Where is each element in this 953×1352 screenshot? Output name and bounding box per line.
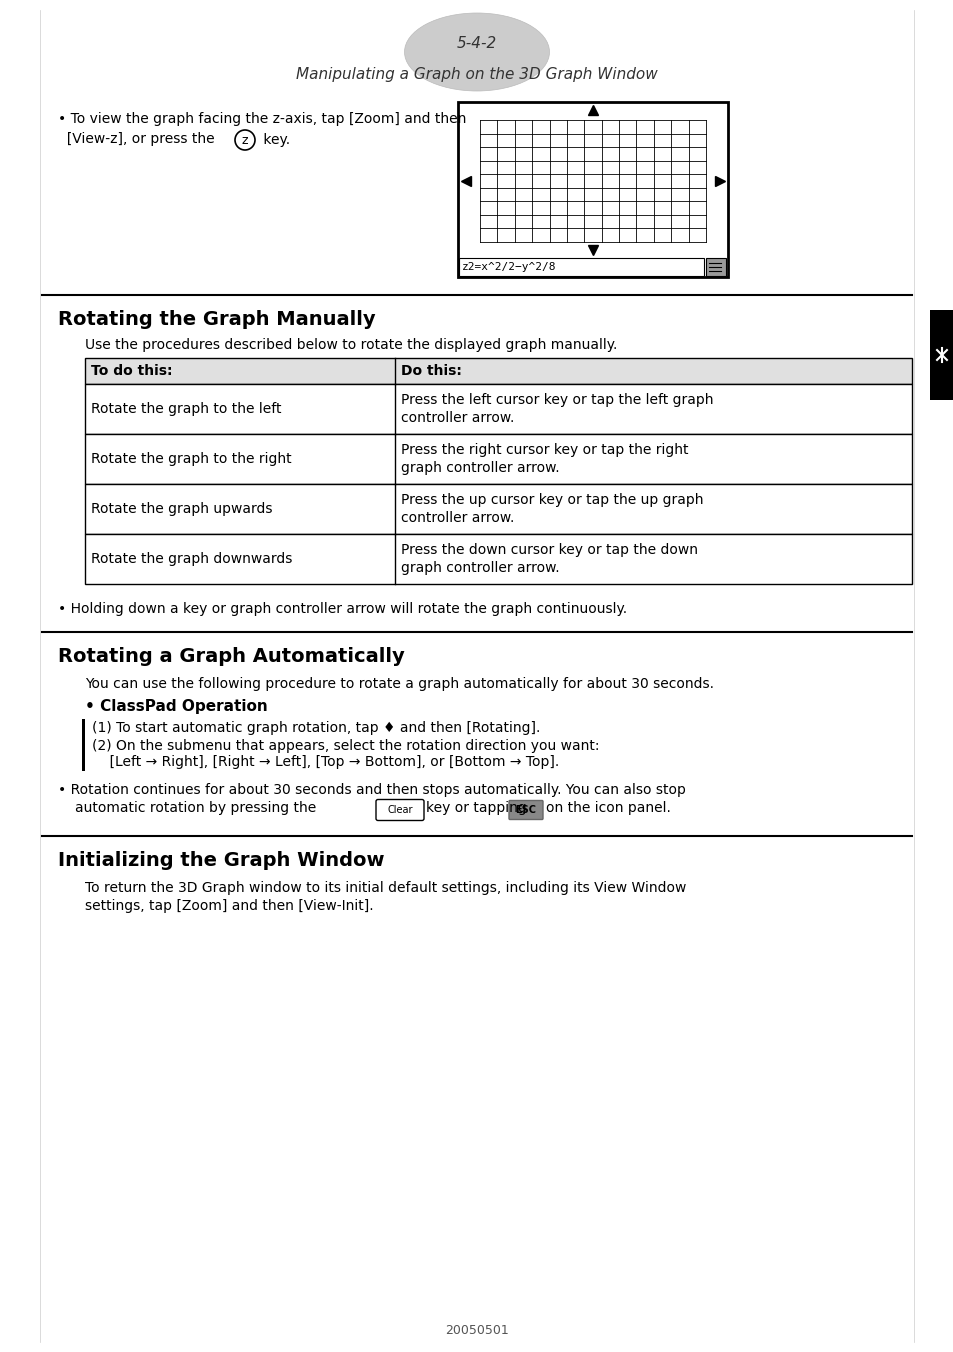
Text: Rotate the graph to the left: Rotate the graph to the left — [91, 402, 281, 416]
Text: 20050501: 20050501 — [445, 1324, 508, 1337]
Bar — [85, 484, 911, 534]
Text: Do this:: Do this: — [400, 364, 461, 379]
Text: [View-z], or press the: [View-z], or press the — [58, 132, 214, 146]
Text: [Left → Right], [Right → Left], [Top → Bottom], or [Bottom → Top].: [Left → Right], [Right → Left], [Top → B… — [91, 754, 558, 769]
Text: Rotate the graph to the right: Rotate the graph to the right — [91, 452, 292, 466]
Text: To return the 3D Graph window to its initial default settings, including its Vie: To return the 3D Graph window to its ini… — [85, 882, 685, 895]
Text: Press the right cursor key or tap the right
graph controller arrow.: Press the right cursor key or tap the ri… — [400, 443, 688, 475]
Text: • Holding down a key or graph controller arrow will rotate the graph continuousl: • Holding down a key or graph controller… — [58, 602, 626, 617]
Bar — [929, 310, 953, 400]
Bar — [85, 534, 911, 584]
FancyBboxPatch shape — [509, 800, 542, 819]
Text: Clear: Clear — [387, 804, 413, 815]
Text: Rotating a Graph Automatically: Rotating a Graph Automatically — [58, 648, 404, 667]
Text: key or tapping: key or tapping — [426, 800, 526, 815]
Text: • ClassPad Operation: • ClassPad Operation — [85, 699, 268, 714]
Text: You can use the following procedure to rotate a graph automatically for about 30: You can use the following procedure to r… — [85, 677, 713, 691]
Text: • To view the graph facing the z-axis, tap [Zoom] and then: • To view the graph facing the z-axis, t… — [58, 112, 466, 126]
Bar — [85, 384, 911, 434]
Text: Press the left cursor key or tap the left graph
controller arrow.: Press the left cursor key or tap the lef… — [400, 393, 713, 425]
Bar — [457, 101, 727, 277]
Text: z: z — [241, 134, 248, 146]
Text: (2) On the submenu that appears, select the rotation direction you want:: (2) On the submenu that appears, select … — [91, 740, 598, 753]
Text: (1) To start automatic graph rotation, tap ♦ and then [Rotating].: (1) To start automatic graph rotation, t… — [91, 721, 539, 735]
Text: Use the procedures described below to rotate the displayed graph manually.: Use the procedures described below to ro… — [85, 338, 617, 352]
Text: key.: key. — [258, 132, 290, 147]
Text: Rotating the Graph Manually: Rotating the Graph Manually — [58, 310, 375, 329]
Text: Rotate the graph upwards: Rotate the graph upwards — [91, 502, 273, 516]
FancyBboxPatch shape — [375, 799, 423, 821]
Text: Press the up cursor key or tap the up graph
controller arrow.: Press the up cursor key or tap the up gr… — [400, 492, 702, 525]
Text: Initializing the Graph Window: Initializing the Graph Window — [58, 850, 384, 869]
Text: To do this:: To do this: — [91, 364, 172, 379]
Bar — [85, 358, 911, 384]
Text: Manipulating a Graph on the 3D Graph Window: Manipulating a Graph on the 3D Graph Win… — [295, 68, 658, 82]
Text: automatic rotation by pressing the: automatic rotation by pressing the — [75, 800, 315, 815]
Text: 5-4-2: 5-4-2 — [456, 37, 497, 51]
Ellipse shape — [404, 14, 549, 91]
Text: Rotate the graph downwards: Rotate the graph downwards — [91, 552, 292, 566]
Text: settings, tap [Zoom] and then [View-Init].: settings, tap [Zoom] and then [View-Init… — [85, 899, 374, 913]
Text: Press the down cursor key or tap the down
graph controller arrow.: Press the down cursor key or tap the dow… — [400, 542, 698, 575]
Text: on the icon panel.: on the icon panel. — [545, 800, 670, 815]
Bar — [705, 258, 725, 276]
Bar — [458, 258, 703, 276]
Text: z2=x^2/2−y^2/8: z2=x^2/2−y^2/8 — [461, 262, 556, 272]
Bar — [85, 434, 911, 484]
Text: • Rotation continues for about 30 seconds and then stops automatically. You can : • Rotation continues for about 30 second… — [58, 783, 685, 796]
Bar — [82, 719, 85, 771]
Text: ESC: ESC — [515, 804, 536, 815]
